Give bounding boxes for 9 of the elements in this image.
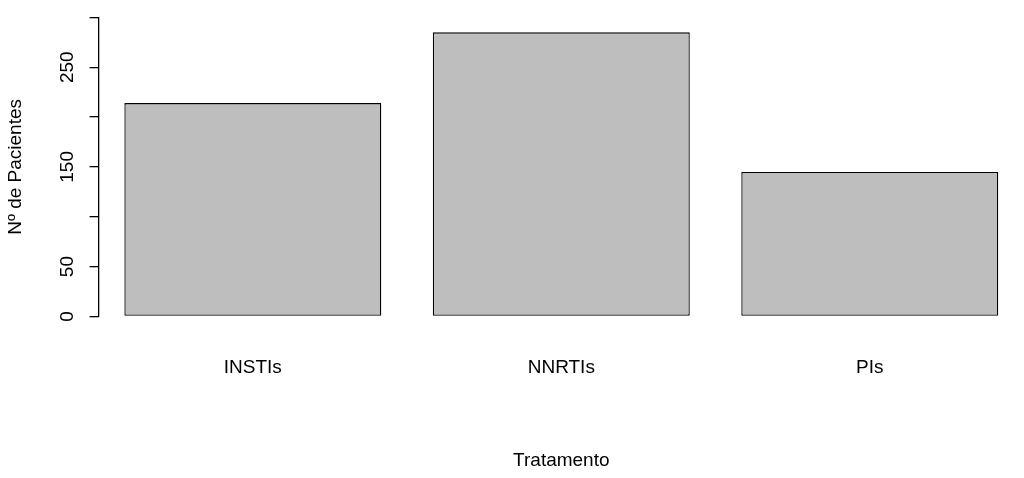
y-tick-label: 150 [55,151,77,183]
y-tick-label: 0 [55,311,77,322]
y-tick-label: 50 [55,256,77,278]
x-tick-label: NNRTIs [527,356,595,378]
y-tick-label: 250 [55,51,77,84]
x-axis-title: Tratamento [513,448,610,470]
x-tick-label: PIs [856,356,884,378]
y-axis-title: Nº de Pacientes [3,99,25,235]
x-tick-label: INSTIs [223,356,282,378]
